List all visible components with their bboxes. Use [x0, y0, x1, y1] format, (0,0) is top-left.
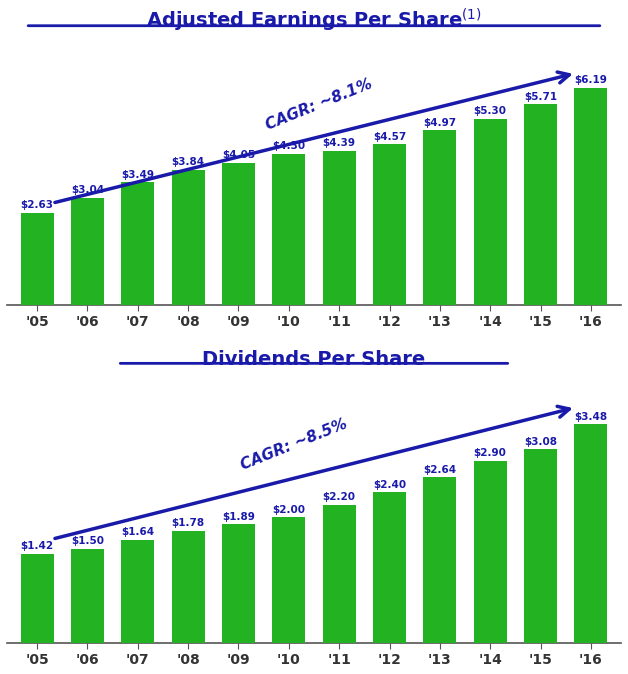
- Bar: [172, 170, 205, 305]
- Bar: [121, 540, 154, 642]
- Text: $2.20: $2.20: [323, 492, 355, 502]
- Bar: [373, 492, 406, 642]
- Bar: [474, 119, 507, 305]
- Text: $1.42: $1.42: [21, 541, 54, 551]
- Text: CAGR: ~8.1%: CAGR: ~8.1%: [264, 76, 375, 132]
- Bar: [121, 183, 154, 305]
- Bar: [524, 104, 557, 305]
- Text: $3.49: $3.49: [121, 170, 154, 179]
- Text: $4.39: $4.39: [323, 138, 355, 148]
- Text: $5.30: $5.30: [474, 106, 507, 116]
- Text: $4.30: $4.30: [273, 141, 305, 151]
- Text: $1.78: $1.78: [171, 518, 205, 528]
- Bar: [323, 505, 355, 642]
- Text: $3.04: $3.04: [71, 185, 104, 195]
- Text: $5.71: $5.71: [524, 92, 557, 102]
- Bar: [172, 531, 205, 642]
- Text: $6.19: $6.19: [575, 75, 607, 85]
- Text: $4.57: $4.57: [373, 131, 406, 142]
- Text: $4.05: $4.05: [222, 150, 255, 160]
- Bar: [273, 517, 305, 642]
- Text: $2.63: $2.63: [21, 200, 53, 210]
- Text: $4.97: $4.97: [423, 117, 457, 127]
- Bar: [423, 477, 456, 642]
- Bar: [222, 524, 255, 642]
- Text: $2.90: $2.90: [474, 448, 507, 458]
- Bar: [222, 162, 255, 305]
- Bar: [21, 212, 53, 305]
- Text: $2.00: $2.00: [273, 505, 305, 515]
- Bar: [323, 151, 355, 305]
- Bar: [524, 450, 557, 642]
- Text: $3.84: $3.84: [171, 157, 205, 167]
- Bar: [575, 88, 607, 305]
- Bar: [21, 553, 53, 642]
- Text: $1.64: $1.64: [121, 527, 154, 537]
- Text: $1.89: $1.89: [222, 512, 255, 522]
- Text: $3.48: $3.48: [574, 412, 607, 422]
- Title: Adjusted Earnings Per Share$^{(1)}$: Adjusted Earnings Per Share$^{(1)}$: [146, 7, 482, 34]
- Bar: [273, 154, 305, 305]
- Text: $3.08: $3.08: [524, 437, 557, 447]
- Bar: [71, 549, 104, 642]
- Bar: [575, 425, 607, 642]
- Text: CAGR: ~8.5%: CAGR: ~8.5%: [239, 417, 349, 473]
- Bar: [373, 144, 406, 305]
- Text: $2.64: $2.64: [423, 464, 457, 474]
- Bar: [71, 198, 104, 305]
- Text: $1.50: $1.50: [71, 536, 104, 546]
- Bar: [474, 461, 507, 642]
- Title: Dividends Per Share: Dividends Per Share: [202, 350, 426, 369]
- Text: $2.40: $2.40: [373, 480, 406, 489]
- Bar: [423, 130, 456, 305]
